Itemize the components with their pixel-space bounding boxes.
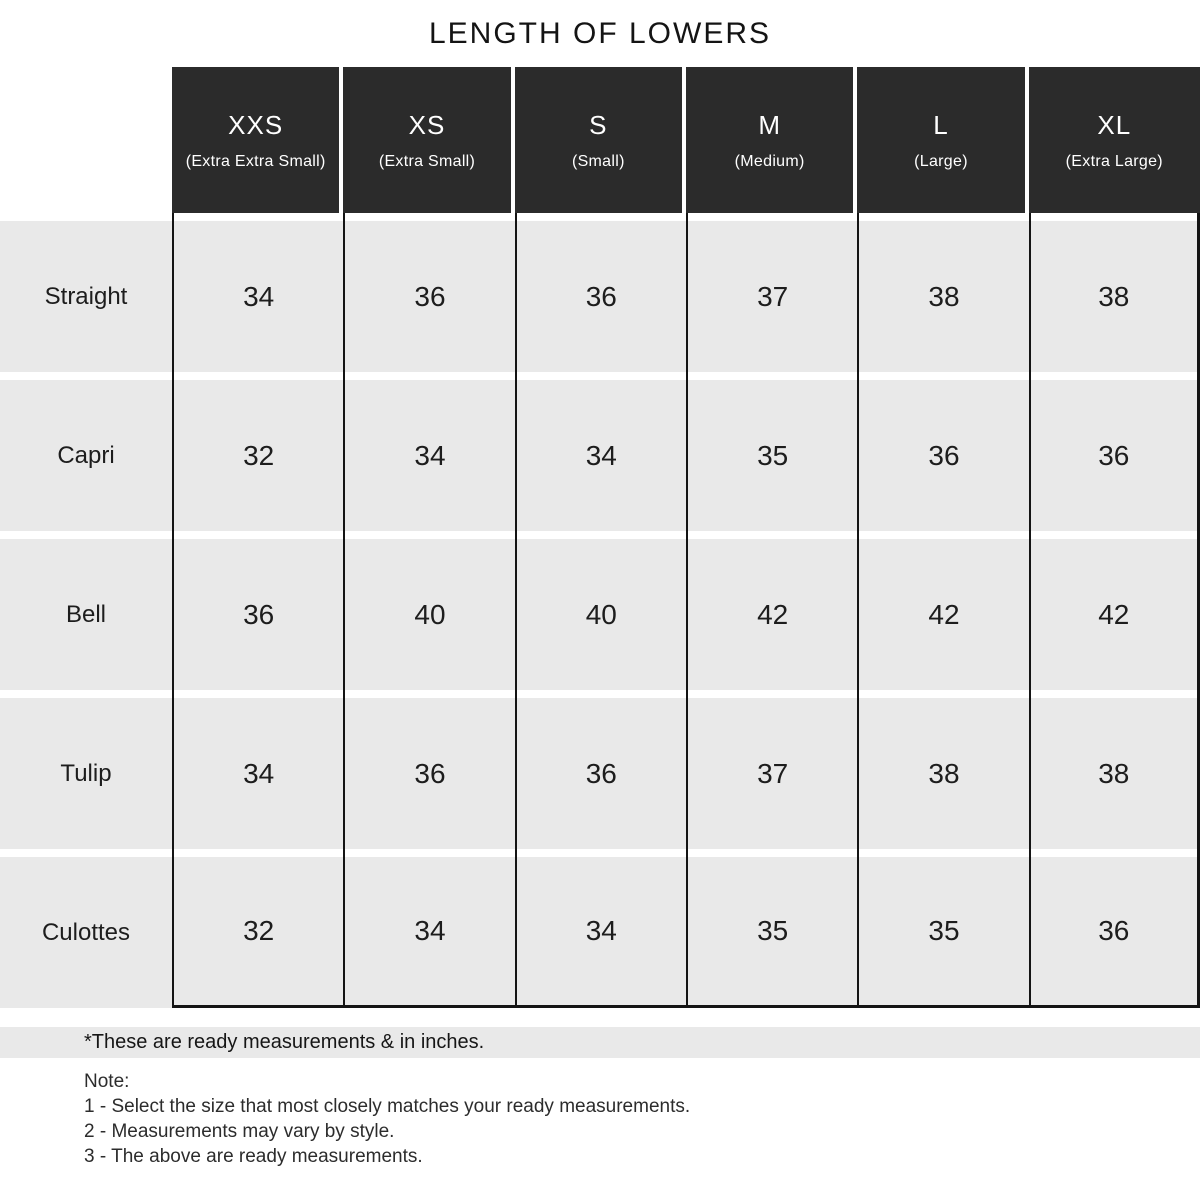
cell-straight-xl: 38 [1028,213,1200,372]
cell-straight-s: 36 [514,213,686,372]
size-chart-table: XXS (Extra Extra Small) XS (Extra Small)… [0,67,1200,1008]
column-header-xs: XS (Extra Small) [343,67,515,213]
column-header-s: S (Small) [514,67,686,213]
size-abbr: S [589,109,608,140]
size-abbr: XXS [228,109,284,140]
cell-culottes-xs: 34 [343,849,515,1008]
cell-bell-l: 42 [857,531,1029,690]
size-full-name: (Extra Small) [378,152,476,170]
row-label-tulip: Tulip [0,690,172,849]
row-label-straight: Straight [0,213,172,372]
size-full-name: (Extra Large) [1065,152,1163,170]
cell-tulip-m: 37 [685,690,858,849]
cell-culottes-s: 34 [514,849,686,1008]
cell-tulip-xxs: 34 [172,690,344,849]
column-header-l: L (Large) [857,67,1029,213]
cell-straight-l: 38 [857,213,1029,372]
cell-straight-m: 37 [685,213,858,372]
column-header-xxs: XXS (Extra Extra Small) [172,67,344,213]
size-full-name: (Small) [571,152,625,170]
size-abbr: XL [1097,109,1132,140]
cell-capri-l: 36 [857,372,1029,531]
cell-tulip-l: 38 [857,690,1029,849]
cell-straight-xxs: 34 [172,213,344,372]
cell-bell-xxs: 36 [172,531,344,690]
row-label-capri: Capri [0,372,172,531]
notes-section: Note: 1 - Select the size that most clos… [84,1069,1084,1169]
cell-bell-s: 40 [514,531,686,690]
cell-culottes-l: 35 [857,849,1029,1008]
cell-straight-xs: 36 [343,213,515,372]
cell-bell-xl: 42 [1028,531,1200,690]
column-header-m: M (Medium) [685,67,858,213]
cell-culottes-xxs: 32 [172,849,344,1008]
cell-tulip-xl: 38 [1028,690,1200,849]
cell-culottes-m: 35 [685,849,858,1008]
table-corner-cell [0,67,172,213]
cell-tulip-s: 36 [514,690,686,849]
column-header-xl: XL (Extra Large) [1028,67,1200,213]
size-full-name: (Large) [914,152,968,170]
cell-bell-m: 42 [685,531,858,690]
footnote-bar: *These are ready measurements & in inche… [0,1027,1200,1058]
footnote-text: *These are ready measurements & in inche… [84,1031,485,1053]
size-abbr: L [933,109,949,140]
notes-heading: Note: [84,1071,130,1092]
note-item-1: 1 - Select the size that most closely ma… [84,1096,691,1117]
cell-capri-xl: 36 [1028,372,1200,531]
page-title: LENGTH OF LOWERS [428,17,772,50]
size-full-name: (Medium) [734,152,805,170]
cell-culottes-xl: 36 [1028,849,1200,1008]
size-abbr: XS [408,109,446,140]
size-full-name: (Extra Extra Small) [185,152,326,170]
cell-capri-s: 34 [514,372,686,531]
note-item-3: 3 - The above are ready measurements. [84,1146,423,1167]
row-label-bell: Bell [0,531,172,690]
size-abbr: M [758,109,781,140]
cell-capri-m: 35 [685,372,858,531]
cell-bell-xs: 40 [343,531,515,690]
row-label-culottes: Culottes [0,849,172,1008]
cell-capri-xxs: 32 [172,372,344,531]
cell-tulip-xs: 36 [343,690,515,849]
cell-capri-xs: 34 [343,372,515,531]
note-item-2: 2 - Measurements may vary by style. [84,1121,395,1142]
